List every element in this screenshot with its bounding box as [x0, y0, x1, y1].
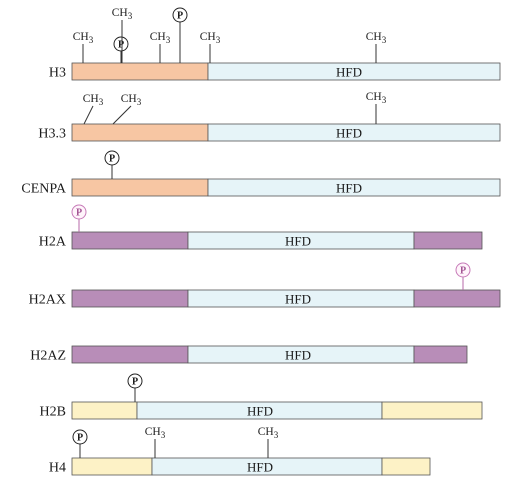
- histone-tail: [71, 345, 189, 364]
- phospho-icon: [455, 262, 471, 278]
- methyl-label: CH3: [366, 91, 387, 105]
- phospho-label: P: [118, 40, 124, 51]
- histone-label: H3.3: [38, 127, 66, 142]
- methyl-label: CH3: [112, 7, 133, 21]
- methyl-label: CH3: [258, 426, 279, 440]
- histone-tail: [413, 345, 468, 364]
- hfd-label: HFD: [285, 348, 311, 363]
- methyl-label: CH3: [145, 426, 166, 440]
- histone-tail: [71, 289, 189, 308]
- methyl-stem: [112, 105, 132, 125]
- phospho-label: P: [76, 208, 82, 219]
- methyl-label: CH3: [73, 31, 94, 45]
- histone-tail: [413, 231, 483, 250]
- histone-row-h2b: H2B HFD P: [40, 373, 483, 420]
- phospho-label: P: [109, 154, 115, 165]
- phospho-label: P: [132, 377, 138, 388]
- hfd-label: HFD: [336, 65, 362, 80]
- hfd-label: HFD: [336, 181, 362, 196]
- hfd-label: HFD: [247, 404, 273, 419]
- histone-tail: [413, 289, 501, 308]
- histone-tail: [71, 231, 189, 250]
- hfd-label: HFD: [285, 234, 311, 249]
- phospho-icon: [127, 373, 143, 389]
- phospho-icon: [72, 429, 88, 445]
- histone-tail: [71, 123, 209, 142]
- histone-tail: [71, 178, 209, 197]
- methyl-label: CH3: [366, 31, 387, 45]
- hfd-label: HFD: [285, 292, 311, 307]
- histone-fold-domain: [207, 62, 501, 81]
- histone-tail: [381, 457, 431, 476]
- phospho-icon: [71, 204, 87, 220]
- histone-tail: [71, 401, 138, 420]
- histone-label: CENPA: [21, 182, 67, 197]
- methyl-label: CH3: [83, 93, 104, 107]
- histone-tail: [71, 62, 209, 81]
- methyl-label: CH3: [121, 93, 142, 107]
- histone-row-h33: H3.3 HFD CH3 CH3 CH3: [38, 91, 501, 142]
- phospho-icon: [113, 36, 129, 52]
- histone-row-h3: H3 HFD CH3 P CH3 CH3 P CH3 CH3: [49, 7, 501, 81]
- histone-label: H2A: [39, 235, 67, 250]
- histone-fold-domain: [207, 178, 501, 197]
- phospho-label: P: [77, 433, 83, 444]
- histone-row-h2ax: H2AX HFD P: [29, 262, 501, 308]
- histone-label: H2AX: [29, 293, 66, 308]
- methyl-stem: [83, 105, 94, 125]
- histone-row-h4: H4 HFD P CH3 CH3: [49, 426, 431, 476]
- histone-tail: [381, 401, 483, 420]
- phospho-icon: [104, 150, 120, 166]
- phospho-label: P: [177, 11, 183, 22]
- histone-row-cenpa: CENPA HFD P: [21, 150, 501, 197]
- histone-row-h2a: H2A HFD P: [39, 204, 483, 250]
- hfd-label: HFD: [336, 126, 362, 141]
- histone-fold-domain: [207, 123, 501, 142]
- histone-label: H2AZ: [30, 349, 66, 364]
- phospho-icon: [172, 7, 188, 23]
- histone-label: H3: [49, 66, 66, 81]
- histone-label: H4: [49, 461, 66, 476]
- histone-row-h2az: H2AZ HFD: [30, 345, 468, 364]
- methyl-label: CH3: [150, 31, 171, 45]
- methyl-label: CH3: [200, 31, 221, 45]
- phospho-label: P: [460, 266, 466, 277]
- hfd-label: HFD: [247, 460, 273, 475]
- histone-label: H2B: [40, 405, 66, 420]
- histone-tail: [71, 457, 153, 476]
